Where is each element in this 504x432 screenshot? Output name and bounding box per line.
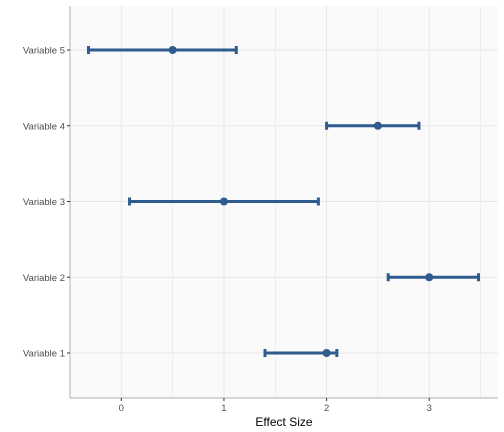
point-estimate: [219, 197, 228, 206]
x-tick-label: 3: [427, 403, 432, 414]
point-estimate: [168, 46, 177, 54]
x-axis-title: Effect Size: [255, 415, 312, 429]
x-axis-ticks: 0 1 2 3: [119, 398, 432, 414]
y-tick-label: Variable 5: [23, 46, 65, 57]
data-marks: [86, 46, 480, 357]
y-axis-ticks: Variable 1 Variable 2 Variable 3 Variable 4…: [23, 46, 70, 360]
point-estimate: [425, 273, 434, 282]
y-tick-label: Variable 4: [23, 121, 65, 132]
x-tick-label: 0: [119, 403, 124, 414]
point-estimate: [322, 349, 331, 357]
y-tick-label: Variable 1: [23, 349, 65, 360]
x-tick-label: 2: [324, 403, 329, 414]
x-tick-label: 1: [221, 403, 226, 414]
y-tick-label: Variable 2: [23, 273, 65, 284]
y-tick-label: Variable 3: [23, 197, 65, 208]
point-estimate: [373, 121, 382, 130]
